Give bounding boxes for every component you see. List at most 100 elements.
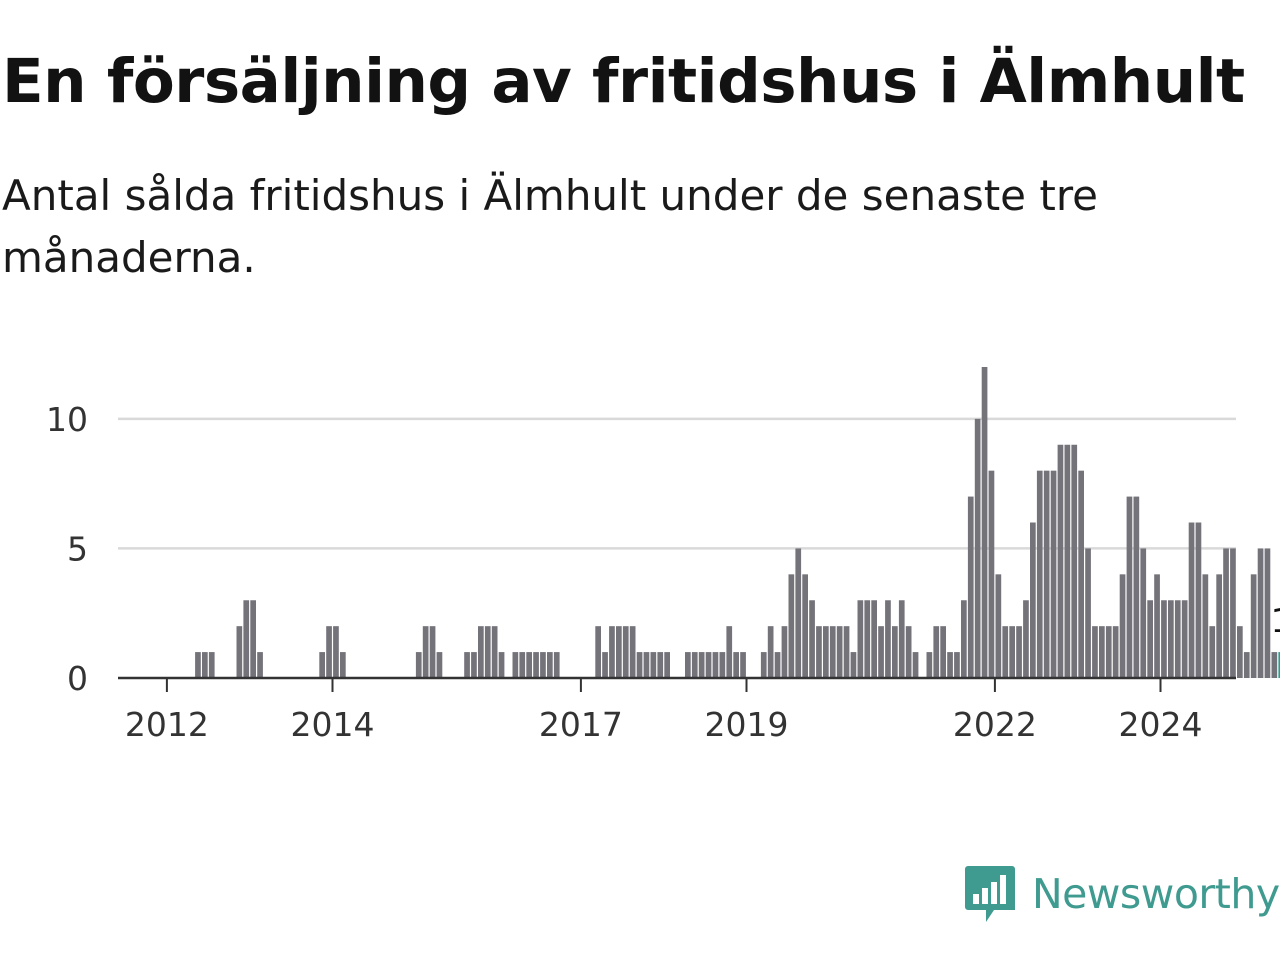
bar [664,652,670,678]
y-tick-label: 5 [67,529,88,568]
bar [1271,652,1278,678]
bar [1209,626,1216,678]
bar [257,652,263,678]
last-value-annotation: 1 [1268,598,1280,643]
bar [836,626,843,678]
bar [981,367,988,678]
bar [760,652,767,678]
bar [195,652,201,678]
bar [698,652,705,678]
bar [1216,574,1222,678]
bar [926,652,933,678]
bar [871,600,877,678]
bar [422,626,429,678]
bar [954,652,960,678]
bar [967,496,974,678]
bar [471,652,477,678]
x-tick-label: 2022 [953,705,1037,744]
bar [961,600,967,678]
bar [1099,626,1105,678]
bar [733,652,739,678]
bar [1023,600,1029,678]
bar [1230,548,1236,678]
bar [1264,548,1271,678]
bar [208,652,215,678]
bar [974,418,981,678]
x-tick-label: 2017 [539,705,623,744]
bar-highlighted [1278,652,1280,678]
bar [1168,600,1174,678]
bar [616,626,622,678]
bar [512,652,519,678]
bar [1105,626,1112,678]
bar [829,626,836,678]
bar [1237,626,1243,678]
x-tick-label: 2014 [291,705,375,744]
bar [415,652,422,678]
bar [795,548,802,678]
bar [250,600,256,678]
bar [691,652,698,678]
bar [823,626,829,678]
bar [1140,548,1147,678]
bar [526,652,532,678]
bars [195,367,1280,678]
bar [547,652,553,678]
bar [809,600,815,678]
bar [540,652,546,678]
bar [1002,626,1009,678]
bar [602,652,608,678]
bar [988,470,995,678]
bar [1092,626,1098,678]
bar [1112,626,1119,678]
bar [719,652,726,678]
bar [1195,522,1202,678]
bar [1174,600,1181,678]
bar [843,626,850,678]
bar [892,626,898,678]
bar [933,626,940,678]
bar [1036,470,1043,678]
bar [657,652,664,678]
bar [1126,496,1133,678]
bar [340,652,346,678]
bar [816,626,822,678]
bar [478,626,484,678]
bar [643,652,650,678]
bar [464,652,470,678]
last-value-label: 1 [1271,601,1280,640]
bar [857,600,864,678]
newsworthy-logo-icon [965,866,1015,922]
bar [1043,470,1050,678]
bar [781,626,788,678]
bar [1243,652,1250,678]
bar [243,600,250,678]
bar [1161,600,1167,678]
bar [236,626,243,678]
bar [1085,548,1091,678]
bar [484,626,491,678]
bar [629,626,636,678]
bar [319,652,325,678]
y-tick-label: 10 [46,400,88,439]
bar [595,626,601,678]
bar [1057,444,1064,678]
x-tick-label: 2012 [125,705,209,744]
bar-chart: 0 5 10 2012 2014 2017 2019 2022 2024 1 [46,367,1280,744]
gridlines [118,417,1236,550]
bar [685,652,691,678]
bar [726,626,733,678]
bar [864,600,871,678]
chart-title: En försäljning av fritidshus i Älmhult [2,46,1245,117]
y-tick-label: 0 [67,659,88,698]
bar [802,574,808,678]
bar [767,626,774,678]
x-tick-label: 2024 [1119,705,1203,744]
bar [1188,522,1195,678]
bar [1223,548,1229,678]
bar [202,652,208,678]
bar [1119,574,1126,678]
bar [1202,574,1209,678]
bar [1009,626,1015,678]
bar [898,600,905,678]
